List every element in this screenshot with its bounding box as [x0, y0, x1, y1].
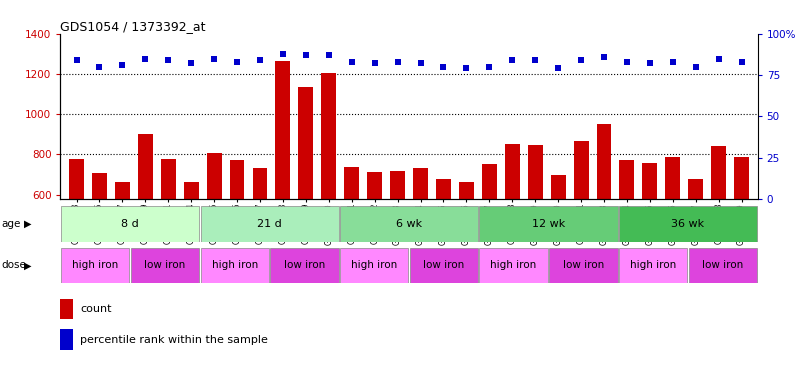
Bar — [550, 175, 566, 315]
Point — [162, 57, 175, 63]
Text: low iron: low iron — [423, 260, 464, 270]
Bar — [620, 159, 634, 315]
Bar — [642, 162, 658, 315]
Point — [551, 65, 564, 71]
Point — [139, 56, 152, 62]
Text: low iron: low iron — [284, 260, 325, 270]
Bar — [201, 206, 339, 242]
Bar — [528, 146, 542, 315]
Bar — [61, 206, 199, 242]
Bar — [298, 87, 314, 315]
Point — [437, 64, 450, 70]
Bar — [270, 248, 339, 283]
Bar — [688, 178, 703, 315]
Point — [208, 56, 221, 62]
Bar — [184, 182, 198, 315]
Bar — [61, 248, 130, 283]
Bar — [480, 248, 548, 283]
Bar — [619, 206, 757, 242]
Bar — [482, 164, 496, 315]
Bar — [60, 330, 73, 350]
Text: percentile rank within the sample: percentile rank within the sample — [80, 334, 268, 345]
Point — [689, 64, 702, 70]
Point — [529, 57, 542, 63]
Bar — [549, 248, 617, 283]
Bar — [480, 206, 617, 242]
Bar — [619, 248, 688, 283]
Point — [254, 57, 267, 63]
Point — [276, 51, 289, 57]
Text: count: count — [80, 304, 111, 314]
Bar — [131, 248, 199, 283]
Text: 8 d: 8 d — [121, 219, 139, 229]
Point — [231, 59, 243, 65]
Point — [322, 52, 335, 58]
Point — [299, 52, 312, 58]
Bar — [459, 182, 474, 315]
Bar — [574, 141, 588, 315]
Bar — [276, 61, 290, 315]
Point — [506, 57, 519, 63]
Bar — [711, 146, 726, 315]
Text: ▶: ▶ — [24, 219, 31, 229]
Point — [70, 57, 83, 63]
Bar — [734, 158, 749, 315]
Text: high iron: high iron — [212, 260, 258, 270]
Point — [368, 60, 381, 66]
Point — [93, 64, 106, 70]
Text: GDS1054 / 1373392_at: GDS1054 / 1373392_at — [60, 20, 206, 33]
Point — [735, 59, 748, 65]
Point — [185, 60, 197, 66]
Bar — [201, 248, 269, 283]
Text: ▶: ▶ — [24, 260, 31, 270]
Bar — [115, 182, 130, 315]
Bar — [409, 248, 478, 283]
Bar — [390, 171, 405, 315]
Bar — [340, 206, 478, 242]
Text: high iron: high iron — [491, 260, 537, 270]
Text: 36 wk: 36 wk — [671, 219, 704, 229]
Point — [667, 59, 679, 65]
Bar — [340, 248, 409, 283]
Bar — [206, 153, 222, 315]
Point — [483, 64, 496, 70]
Point — [391, 59, 404, 65]
Bar — [368, 172, 382, 315]
Text: dose: dose — [2, 260, 27, 270]
Point — [460, 65, 473, 71]
Text: high iron: high iron — [630, 260, 676, 270]
Bar — [322, 73, 336, 315]
Text: 12 wk: 12 wk — [532, 219, 565, 229]
Bar — [60, 299, 73, 319]
Text: age: age — [2, 219, 21, 229]
Text: 6 wk: 6 wk — [396, 219, 422, 229]
Bar — [665, 158, 680, 315]
Bar — [436, 178, 451, 315]
Point — [621, 59, 634, 65]
Bar — [596, 124, 612, 315]
Bar — [505, 144, 520, 315]
Text: 21 d: 21 d — [257, 219, 282, 229]
Bar — [688, 248, 757, 283]
Point — [643, 60, 656, 66]
Point — [116, 62, 129, 68]
Point — [713, 56, 725, 62]
Bar — [160, 159, 176, 315]
Bar — [344, 166, 359, 315]
Bar — [69, 159, 84, 315]
Text: low iron: low iron — [563, 260, 604, 270]
Bar — [252, 168, 268, 315]
Point — [414, 60, 427, 66]
Point — [575, 57, 588, 63]
Bar — [92, 172, 107, 315]
Bar — [138, 134, 153, 315]
Text: high iron: high iron — [73, 260, 118, 270]
Text: low iron: low iron — [144, 260, 185, 270]
Bar — [230, 159, 244, 315]
Text: high iron: high iron — [351, 260, 397, 270]
Text: low iron: low iron — [702, 260, 743, 270]
Bar — [413, 168, 428, 315]
Point — [597, 54, 610, 60]
Point — [345, 59, 358, 65]
